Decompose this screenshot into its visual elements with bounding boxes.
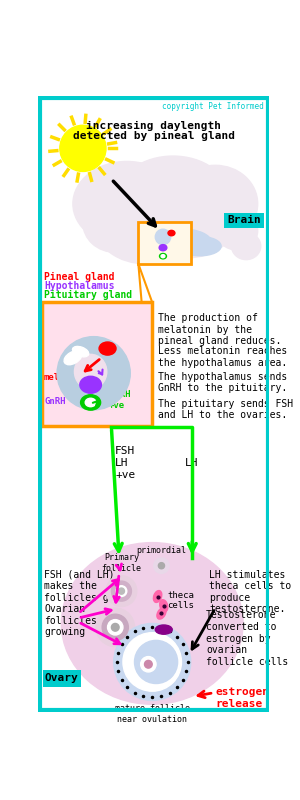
Text: The pituitary sends FSH
and LH to the ovaries.: The pituitary sends FSH and LH to the ov… <box>158 398 293 420</box>
Ellipse shape <box>216 211 258 250</box>
Circle shape <box>116 586 127 597</box>
Ellipse shape <box>57 337 130 410</box>
Circle shape <box>111 581 131 601</box>
Text: The production of
melatonin by the
pineal gland reduces.: The production of melatonin by the pinea… <box>158 313 281 346</box>
Ellipse shape <box>179 237 221 256</box>
Circle shape <box>60 126 106 171</box>
Text: Testosterone
converted to
estrogen by
ovarian
follicle cells: Testosterone converted to estrogen by ov… <box>206 610 288 666</box>
Text: Brain: Brain <box>227 215 261 225</box>
Text: FSH (and LH)
makes the
follicles grow.: FSH (and LH) makes the follicles grow. <box>44 570 133 602</box>
Ellipse shape <box>61 542 243 704</box>
Text: detected by pineal gland: detected by pineal gland <box>73 131 235 142</box>
Circle shape <box>141 657 156 672</box>
Circle shape <box>134 640 178 683</box>
Ellipse shape <box>161 254 165 258</box>
Ellipse shape <box>168 230 175 236</box>
Circle shape <box>118 588 124 594</box>
Ellipse shape <box>99 342 116 355</box>
Ellipse shape <box>160 254 167 259</box>
Text: copyright Pet Informed: copyright Pet Informed <box>162 102 264 111</box>
Circle shape <box>145 661 152 668</box>
FancyBboxPatch shape <box>224 213 264 228</box>
Text: Less melatonin reaches
the hypothalamus area.: Less melatonin reaches the hypothalamus … <box>158 346 287 368</box>
Ellipse shape <box>155 625 172 634</box>
Ellipse shape <box>153 590 162 602</box>
Text: mature follicle
near ovulation: mature follicle near ovulation <box>115 704 190 724</box>
Text: LH: LH <box>184 458 198 468</box>
Ellipse shape <box>173 166 258 242</box>
Ellipse shape <box>73 346 89 357</box>
Circle shape <box>108 620 123 635</box>
Text: GnRH: GnRH <box>44 397 66 406</box>
Text: The hypothalamus sends
GnRH to the pituitary.: The hypothalamus sends GnRH to the pitui… <box>158 372 287 394</box>
Circle shape <box>106 576 137 606</box>
Text: increasing daylength: increasing daylength <box>86 121 221 130</box>
Ellipse shape <box>64 351 82 365</box>
Text: primordial: primordial <box>136 546 187 555</box>
Ellipse shape <box>85 398 96 406</box>
Ellipse shape <box>83 194 148 252</box>
Circle shape <box>154 558 169 574</box>
Text: LH stimulates
theca cells to
produce
testosterone.: LH stimulates theca cells to produce tes… <box>209 570 291 614</box>
Text: estrogen
release: estrogen release <box>215 687 269 709</box>
Ellipse shape <box>118 156 228 236</box>
Text: Primary
follicle: Primary follicle <box>101 554 141 573</box>
Ellipse shape <box>74 354 107 389</box>
Circle shape <box>111 623 119 631</box>
Circle shape <box>155 230 171 245</box>
Text: Hypothalamus: Hypothalamus <box>44 281 115 290</box>
Circle shape <box>114 623 191 701</box>
Ellipse shape <box>160 600 168 612</box>
Text: Pineal gland: Pineal gland <box>44 271 115 282</box>
Bar <box>138 222 191 264</box>
Text: GnRH
+ve: GnRH +ve <box>109 390 130 410</box>
Bar <box>42 302 152 426</box>
Text: Ovarian
follicles
growing: Ovarian follicles growing <box>44 604 97 638</box>
FancyBboxPatch shape <box>43 670 81 686</box>
Text: Pituitary gland: Pituitary gland <box>44 290 133 300</box>
Circle shape <box>102 614 128 640</box>
Circle shape <box>158 562 164 569</box>
Circle shape <box>123 633 182 691</box>
Text: melatonin
-ve: melatonin -ve <box>43 373 92 393</box>
Ellipse shape <box>142 188 235 258</box>
Text: theca
cells: theca cells <box>168 590 194 610</box>
Ellipse shape <box>96 190 196 264</box>
Ellipse shape <box>81 394 100 410</box>
Text: FSH
LH
+ve: FSH LH +ve <box>115 446 136 479</box>
Ellipse shape <box>232 233 261 260</box>
Ellipse shape <box>150 229 212 256</box>
Ellipse shape <box>80 376 101 394</box>
Ellipse shape <box>159 245 167 250</box>
Ellipse shape <box>73 162 181 246</box>
Ellipse shape <box>157 608 166 619</box>
Circle shape <box>96 608 134 646</box>
Text: Ovary: Ovary <box>44 673 78 683</box>
